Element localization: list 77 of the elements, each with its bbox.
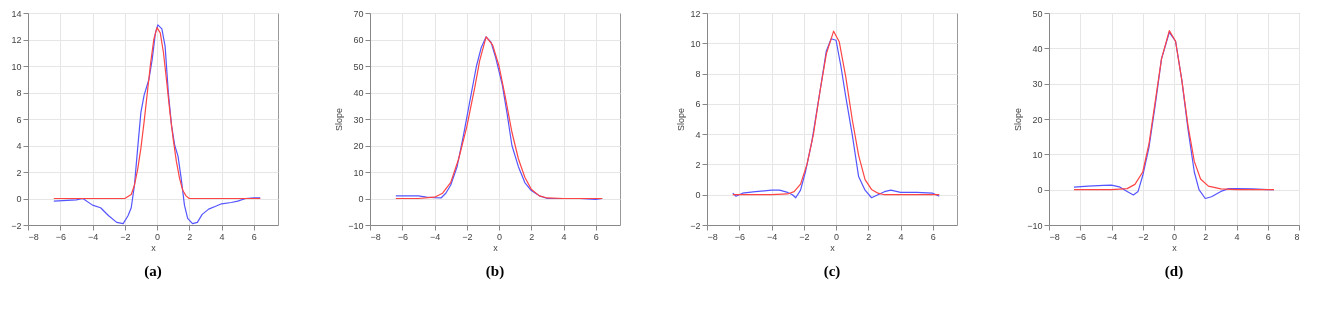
x-tick-label: −8 xyxy=(1049,231,1060,242)
x-tick-label: 0 xyxy=(155,231,161,242)
x-tick-label: 4 xyxy=(561,231,567,242)
x-tick-label: −8 xyxy=(28,231,39,242)
x-tick-label: 4 xyxy=(1234,231,1240,242)
y-tick-label: 4 xyxy=(16,141,22,151)
y-tick-label: 12 xyxy=(690,8,701,19)
y-tick-label: 14 xyxy=(11,8,22,19)
x-tick-label: 0 xyxy=(497,231,503,242)
x-tick-label: −2 xyxy=(462,231,473,242)
y-tick-label: 2 xyxy=(695,159,701,170)
y-tick-label: 8 xyxy=(695,69,701,80)
y-tick-label: 50 xyxy=(1032,8,1043,19)
x-tick-label: 0 xyxy=(834,231,840,242)
x-tick-label: −6 xyxy=(734,231,745,242)
x-tick-label: 4 xyxy=(898,231,904,242)
y-tick-label: −10 xyxy=(348,220,364,231)
y-tick-label: 12 xyxy=(11,35,22,45)
x-axis-title: x xyxy=(151,242,157,253)
x-tick-label: −2 xyxy=(120,231,131,242)
text: (b) xyxy=(485,263,505,280)
y-tick-label: 8 xyxy=(16,88,22,98)
y-tick-label: 70 xyxy=(353,8,364,19)
y-tick-label: 2 xyxy=(16,167,22,178)
x-tick-label: 4 xyxy=(219,231,225,242)
x-tick-label: −8 xyxy=(370,231,381,242)
y-tick-label: −2 xyxy=(690,220,701,231)
y-axis-title: Slope xyxy=(334,107,345,132)
y-tick-label: 20 xyxy=(353,141,364,151)
x-tick-label: −2 xyxy=(1138,231,1149,242)
x-axis-title: x xyxy=(830,242,836,253)
x-tick-label: 6 xyxy=(930,231,936,242)
x-tick-label: 6 xyxy=(251,231,257,242)
y-tick-label: 30 xyxy=(1032,79,1043,90)
y-tick-label: 4 xyxy=(695,129,701,140)
y-tick-label: 10 xyxy=(11,61,22,72)
text: (d) xyxy=(1164,263,1184,280)
y-tick-label: 0 xyxy=(695,190,701,201)
y-tick-label: 30 xyxy=(353,114,364,125)
y-tick-label: 50 xyxy=(353,61,364,72)
x-tick-label: 0 xyxy=(1171,231,1178,242)
y-tick-label: 60 xyxy=(353,35,364,45)
y-tick-label: 0 xyxy=(16,194,22,204)
y-tick-label: 0 xyxy=(358,194,364,204)
y-tick-label: 40 xyxy=(353,88,364,98)
text: (a) xyxy=(144,263,162,280)
x-tick-label: 8 xyxy=(1294,231,1300,242)
y-tick-label: 0 xyxy=(1037,185,1043,196)
y-tick-label: 40 xyxy=(1032,43,1043,54)
x-tick-label: 2 xyxy=(1203,231,1209,242)
x-tick-label: 2 xyxy=(187,231,193,242)
x-tick-label: −6 xyxy=(1075,231,1086,242)
x-tick-label: −8 xyxy=(707,231,718,242)
x-tick-label: 6 xyxy=(593,231,599,242)
y-tick-label: 10 xyxy=(690,38,701,49)
x-axis-title: x xyxy=(1172,242,1178,253)
y-tick-label: 10 xyxy=(1032,149,1043,160)
y-tick-label: −10 xyxy=(1027,220,1043,231)
x-tick-label: −6 xyxy=(397,231,408,242)
y-tick-label: 6 xyxy=(695,99,701,110)
x-tick-label: −6 xyxy=(55,231,66,242)
x-axis-title: x xyxy=(493,242,499,253)
x-tick-label: −4 xyxy=(1106,231,1118,242)
y-tick-label: 20 xyxy=(1032,114,1043,125)
x-tick-label: −4 xyxy=(766,231,778,242)
x-tick-label: −4 xyxy=(429,231,441,242)
text: (c) xyxy=(823,263,841,280)
x-tick-label: 2 xyxy=(866,231,872,242)
y-axis-title: Slope xyxy=(676,107,687,132)
y-tick-label: 6 xyxy=(16,114,22,125)
x-tick-label: −4 xyxy=(87,231,99,242)
y-axis-title: Slope xyxy=(1013,107,1024,132)
x-tick-label: 6 xyxy=(1265,231,1271,242)
x-tick-label: 2 xyxy=(529,231,535,242)
y-tick-label: 10 xyxy=(353,167,364,178)
x-tick-label: −2 xyxy=(799,231,810,242)
y-tick-label: −2 xyxy=(11,220,22,231)
